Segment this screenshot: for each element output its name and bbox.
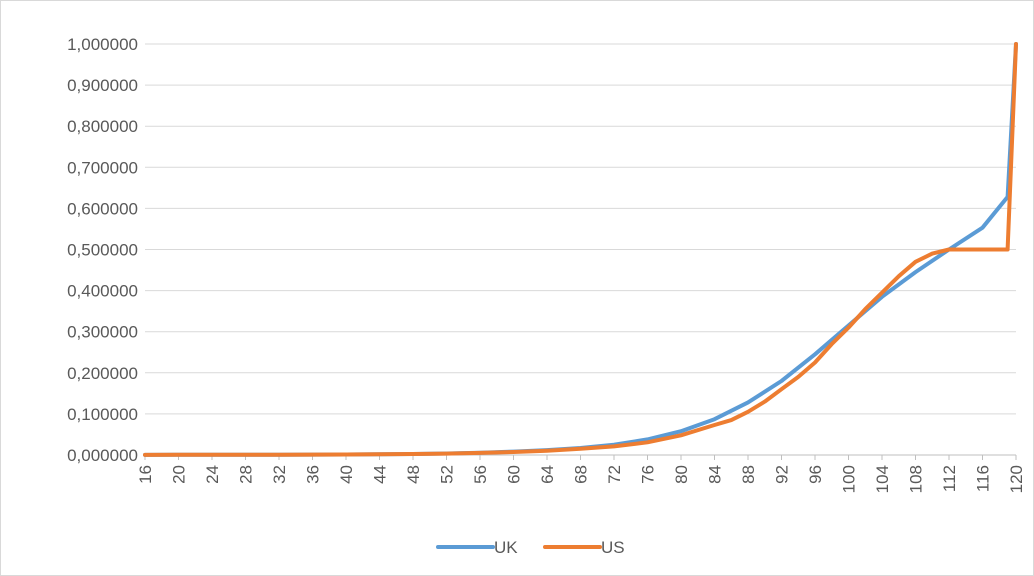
x-tick-label: 100 — [840, 465, 859, 493]
x-tick-label: 16 — [136, 465, 155, 484]
gridlines — [145, 43, 1016, 456]
x-tick-label: 84 — [706, 465, 725, 484]
x-tick-label: 96 — [806, 465, 825, 484]
y-tick-label: 0,300000 — [67, 323, 138, 342]
legend: UK US — [436, 538, 625, 557]
x-tick-label: 116 — [974, 465, 993, 492]
x-tick-label: 48 — [404, 465, 423, 484]
x-tick-label: 40 — [337, 465, 356, 484]
y-tick-label: 0,100000 — [67, 405, 138, 424]
x-tick-label: 68 — [572, 465, 591, 484]
x-tick-label: 64 — [538, 465, 557, 484]
x-tick-label: 112 — [940, 465, 959, 492]
y-tick-label: 0,700000 — [67, 158, 138, 177]
x-tick-label: 104 — [873, 465, 892, 493]
y-tick-label: 0,800000 — [67, 117, 138, 136]
y-tick-label: 0,500000 — [67, 241, 138, 260]
x-axis-tick-labels: 16 20 24 28 32 36 40 44 48 52 56 60 64 68 72 76 80 84 88 92… — [136, 455, 1026, 493]
x-tick-label: 60 — [505, 465, 524, 484]
x-tick-label: 56 — [471, 465, 490, 484]
x-tick-label: 36 — [304, 465, 323, 484]
x-tick-label: 76 — [639, 465, 658, 484]
y-tick-label: 0,200000 — [67, 364, 138, 383]
x-tick-label: 28 — [237, 465, 256, 484]
legend-label-us: US — [601, 538, 625, 557]
y-tick-label: 0,000000 — [67, 446, 138, 465]
series-line-us — [143, 42, 1018, 457]
y-tick-label: 0,900000 — [67, 76, 138, 95]
y-tick-label: 1,000000 — [67, 35, 138, 54]
x-tick-label: 72 — [605, 465, 624, 484]
x-tick-label: 108 — [907, 465, 926, 493]
x-tick-label: 52 — [438, 465, 457, 484]
x-tick-label: 20 — [170, 465, 189, 484]
y-tick-label: 0,600000 — [67, 199, 138, 218]
x-tick-label: 24 — [203, 465, 222, 484]
y-tick-label: 0,400000 — [67, 282, 138, 301]
x-tick-label: 80 — [672, 465, 691, 484]
x-tick-label: 120 — [1007, 465, 1026, 493]
series-lines — [143, 42, 1018, 457]
x-tick-label: 32 — [270, 465, 289, 484]
x-tick-label: 92 — [773, 465, 792, 484]
x-tick-label: 88 — [739, 465, 758, 484]
legend-label-uk: UK — [494, 538, 518, 557]
x-tick-label: 44 — [371, 465, 390, 484]
y-axis-tick-labels: 0,000000 0,100000 0,200000 0,300000 0,400000… — [67, 35, 138, 465]
